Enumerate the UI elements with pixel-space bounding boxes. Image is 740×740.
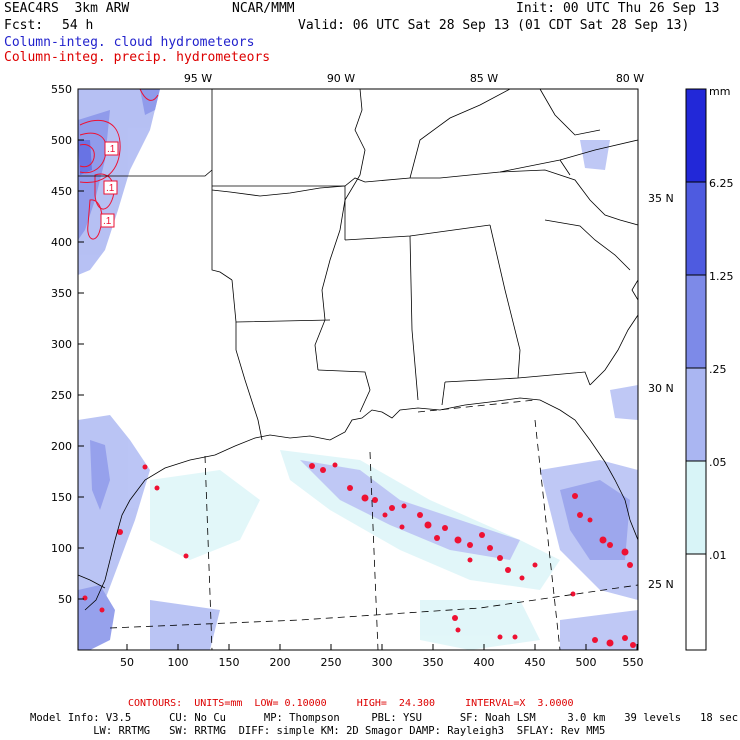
cloud-legend-text: Column-integ. cloud hydrometeors [4,35,255,50]
valid-time: Valid: 06 UTC Sat 28 Sep 13 (01 CDT Sat … [298,18,690,33]
lon-label: 80 W [616,72,644,85]
latitude-labels: 35 N 30 N 25 N [648,192,674,591]
contour-label-3: .1 [100,213,115,228]
colorbar-label: .05 [709,456,727,469]
x-tick: 200 [270,656,291,669]
lon-label: 95 W [184,72,212,85]
precip-legend-text: Column-integ. precip. hydrometeors [4,50,271,65]
cloud-field-texas-coast [78,415,220,650]
y-tick: 100 [51,542,72,555]
init-time: Init: 00 UTC Thu 26 Sep 13 [516,1,720,16]
longitude-labels: 95 W 90 W 85 W 80 W [184,72,644,85]
lat-label: 25 N [648,578,674,591]
colorbar-label: .01 [709,549,727,562]
y-tick: 150 [51,491,72,504]
political-boundaries [77,88,639,651]
colorbar-unit: mm [709,85,730,98]
y-tick: 50 [58,593,72,606]
model-info-line-2: LW: RRTMG SW: RRTMG DIFF: simple KM: 2D … [30,725,606,737]
colorbar-swatch [686,89,706,182]
colorbar-label: .25 [709,363,727,376]
svg-text:.1: .1 [103,216,112,227]
x-tick: 350 [423,656,444,669]
precip-contours [79,89,159,240]
x-tick: 300 [372,656,393,669]
colorbar-label: 6.25 [709,177,734,190]
y-tick: 400 [51,236,72,249]
contour-label-2: .1 [103,180,118,195]
x-tick: 500 [576,656,597,669]
colorbar-swatch [686,182,706,275]
lat-label: 35 N [648,192,674,205]
colorbar-swatch [686,461,706,554]
colorbar-swatch [686,275,706,368]
plot-frame [77,88,639,651]
svg-text:.1: .1 [106,183,115,194]
x-tick: 100 [168,656,189,669]
y-tick: 300 [51,338,72,351]
x-tick: 250 [321,656,342,669]
cloud-field-nw [78,89,160,275]
colorbar-swatch [686,368,706,461]
y-tick: 200 [51,440,72,453]
model-info-line-1: Model Info: V3.5 CU: No Cu MP: Thompson … [30,712,739,724]
y-tick-labels: 550 500 450 400 350 300 250 200 150 100 … [51,83,72,606]
lon-label: 90 W [327,72,355,85]
y-tick: 250 [51,389,72,402]
axis-ticks [78,88,638,650]
forecast-hour: 54 h [62,18,94,33]
x-tick: 400 [474,656,495,669]
model-title: SEAC4RS 3km ARW [4,1,130,16]
colorbar-label: 1.25 [709,270,734,283]
colorbar-swatch [686,554,706,650]
x-tick: 150 [219,656,240,669]
x-tick: 550 [623,656,644,669]
x-tick: 450 [525,656,546,669]
y-tick: 350 [51,287,72,300]
x-tick-labels: 50 100 150 200 250 300 350 400 450 500 5… [120,656,644,669]
lon-label: 85 W [470,72,498,85]
y-tick: 500 [51,134,72,147]
y-tick: 450 [51,185,72,198]
contours-info: CONTOURS: UNITS=mm LOW= 0.10000 HIGH= 24… [128,698,574,709]
colorbar: mm 6.25 1.25 .25 .05 .01 [685,85,734,651]
contour-label-1: .1 [104,141,119,156]
y-tick: 550 [51,83,72,96]
forecast-label: Fcst: [4,18,44,33]
org-label: NCAR/MMM [232,1,295,16]
precip-cells [82,462,636,648]
svg-text:.1: .1 [107,144,116,155]
lat-label: 30 N [648,382,674,395]
x-tick: 50 [120,656,134,669]
